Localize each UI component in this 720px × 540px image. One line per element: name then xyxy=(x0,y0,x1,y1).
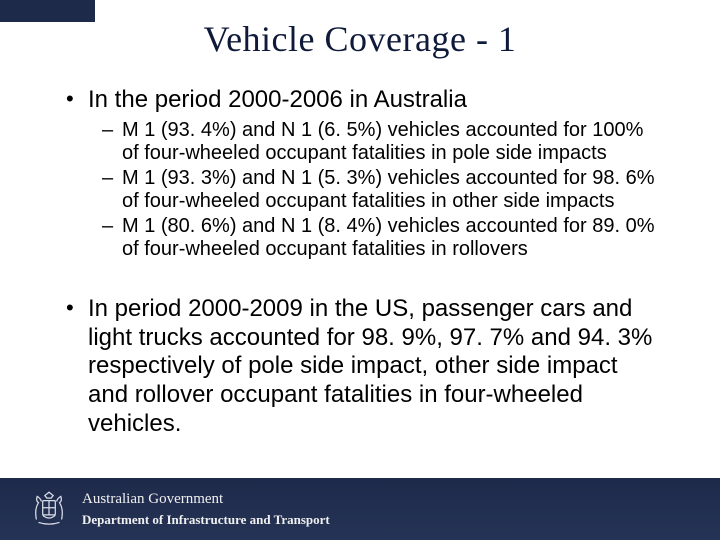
sub-bullet-item: M 1 (93. 3%) and N 1 (5. 3%) vehicles ac… xyxy=(88,167,660,213)
footer-bar: Australian Government Department of Infr… xyxy=(0,478,720,540)
bullet-list: In the period 2000-2006 in Australia M 1… xyxy=(60,86,660,261)
footer-text-block: Australian Government Department of Infr… xyxy=(82,490,330,528)
slide-content: In the period 2000-2006 in Australia M 1… xyxy=(0,60,720,439)
bullet-item: In period 2000-2009 in the US, passenger… xyxy=(60,295,660,439)
sub-bullet-item: M 1 (93. 4%) and N 1 (6. 5%) vehicles ac… xyxy=(88,119,660,165)
department-name: Department of Infrastructure and Transpo… xyxy=(82,509,330,528)
bullet-item: In the period 2000-2006 in Australia M 1… xyxy=(60,86,660,261)
spacer xyxy=(60,267,660,295)
bullet-text: In period 2000-2009 in the US, passenger… xyxy=(88,295,652,437)
coat-of-arms-icon xyxy=(28,488,70,530)
sub-bullet-text: M 1 (93. 4%) and N 1 (6. 5%) vehicles ac… xyxy=(122,119,643,164)
sub-bullet-list: M 1 (93. 4%) and N 1 (6. 5%) vehicles ac… xyxy=(88,119,660,261)
government-title: Australian Government xyxy=(82,490,330,509)
bullet-text: In the period 2000-2006 in Australia xyxy=(88,86,467,113)
sub-bullet-text: M 1 (80. 6%) and N 1 (8. 4%) vehicles ac… xyxy=(122,215,655,260)
slide: Vehicle Coverage - 1 In the period 2000-… xyxy=(0,0,720,540)
top-accent-bar xyxy=(0,0,95,22)
sub-bullet-item: M 1 (80. 6%) and N 1 (8. 4%) vehicles ac… xyxy=(88,215,660,261)
sub-bullet-text: M 1 (93. 3%) and N 1 (5. 3%) vehicles ac… xyxy=(122,167,655,212)
bullet-list: In period 2000-2009 in the US, passenger… xyxy=(60,295,660,439)
slide-title: Vehicle Coverage - 1 xyxy=(0,0,720,60)
